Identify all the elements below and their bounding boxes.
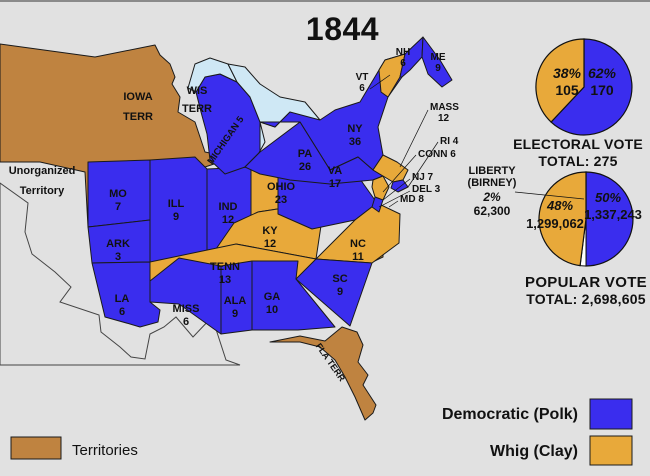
svg-text:NJ 7: NJ 7	[412, 172, 434, 183]
svg-text:MASS: MASS	[430, 102, 459, 113]
svg-text:3: 3	[115, 251, 121, 263]
svg-text:Unorganized: Unorganized	[9, 165, 76, 177]
svg-text:17: 17	[329, 178, 341, 190]
svg-text:MISS: MISS	[173, 303, 200, 315]
svg-text:1,337,243: 1,337,243	[584, 207, 642, 222]
svg-text:170: 170	[590, 82, 614, 98]
svg-text:POPULAR VOTE: POPULAR VOTE	[525, 274, 647, 291]
svg-text:LIBERTY: LIBERTY	[468, 165, 516, 177]
svg-text:MD 8: MD 8	[400, 194, 424, 205]
svg-text:13: 13	[219, 274, 231, 286]
svg-text:ALA: ALA	[224, 295, 247, 307]
svg-text:Territory: Territory	[20, 185, 65, 197]
svg-text:GA: GA	[264, 291, 281, 303]
svg-text:9: 9	[232, 308, 238, 320]
svg-text:ARK: ARK	[106, 238, 130, 250]
svg-text:48%: 48%	[546, 198, 573, 213]
svg-text:62,300: 62,300	[474, 204, 511, 218]
svg-text:IOWA: IOWA	[123, 91, 152, 103]
svg-text:VA: VA	[328, 165, 343, 177]
svg-text:Whig (Clay): Whig (Clay)	[490, 443, 578, 460]
svg-text:1,299,062: 1,299,062	[526, 216, 584, 231]
svg-text:SC: SC	[332, 273, 347, 285]
svg-text:LA: LA	[115, 293, 130, 305]
svg-text:NH: NH	[396, 47, 410, 58]
svg-text:ILL: ILL	[168, 198, 185, 210]
svg-text:KY: KY	[262, 225, 278, 237]
svg-text:OHIO: OHIO	[267, 181, 296, 193]
svg-text:Territories: Territories	[72, 442, 138, 459]
svg-text:MO: MO	[109, 188, 127, 200]
svg-text:50%: 50%	[595, 190, 621, 205]
svg-text:2%: 2%	[482, 190, 501, 204]
svg-text:RI 4: RI 4	[440, 136, 459, 147]
svg-text:12: 12	[264, 238, 276, 250]
svg-text:TENN: TENN	[210, 261, 240, 273]
svg-text:9: 9	[337, 286, 343, 298]
svg-text:VT: VT	[356, 72, 369, 83]
svg-text:WIS: WIS	[187, 85, 208, 97]
svg-text:6: 6	[119, 306, 125, 318]
svg-text:6: 6	[359, 83, 365, 94]
svg-text:TOTAL: 275: TOTAL: 275	[538, 153, 617, 169]
svg-text:11: 11	[352, 251, 364, 263]
svg-text:7: 7	[115, 201, 121, 213]
svg-text:Democratic (Polk): Democratic (Polk)	[442, 406, 578, 423]
svg-text:6: 6	[400, 58, 406, 69]
svg-text:IND: IND	[219, 201, 238, 213]
svg-text:ME: ME	[431, 52, 446, 63]
svg-text:TERR: TERR	[123, 111, 153, 123]
svg-text:TERR: TERR	[182, 103, 212, 115]
svg-text:9: 9	[435, 63, 441, 74]
svg-text:10: 10	[266, 304, 278, 316]
svg-text:36: 36	[349, 136, 361, 148]
svg-text:62%: 62%	[588, 65, 617, 81]
svg-text:NC: NC	[350, 238, 366, 250]
svg-text:38%: 38%	[553, 65, 582, 81]
svg-text:NY: NY	[347, 123, 363, 135]
svg-text:12: 12	[222, 214, 234, 226]
svg-text:12: 12	[438, 113, 450, 124]
svg-text:105: 105	[555, 82, 579, 98]
svg-text:CONN 6: CONN 6	[418, 149, 456, 160]
svg-text:TOTAL: 2,698,605: TOTAL: 2,698,605	[526, 291, 645, 307]
svg-text:(BIRNEY): (BIRNEY)	[468, 177, 517, 189]
svg-text:23: 23	[275, 194, 287, 206]
svg-text:9: 9	[173, 211, 179, 223]
svg-text:ELECTORAL VOTE: ELECTORAL VOTE	[513, 136, 643, 152]
svg-text:PA: PA	[298, 148, 313, 160]
svg-text:6: 6	[183, 316, 189, 328]
svg-text:26: 26	[299, 161, 311, 173]
